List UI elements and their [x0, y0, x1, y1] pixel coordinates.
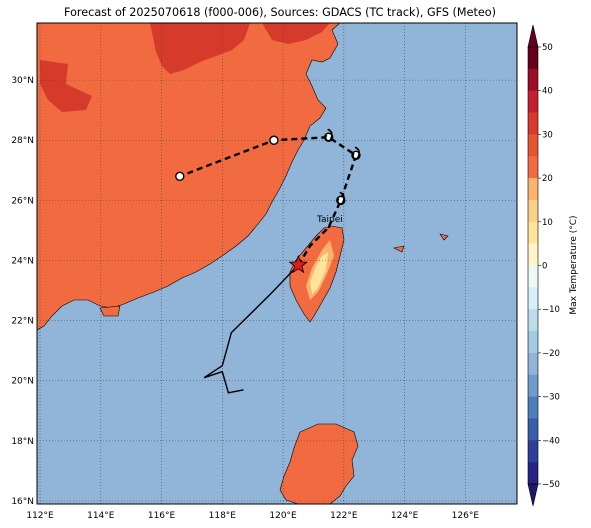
- tropical-cyclone-symbol: [324, 128, 333, 142]
- hot-zone-west: [40, 60, 92, 112]
- lat-tick-label: 24°N: [11, 256, 34, 266]
- city-dot: [327, 225, 331, 229]
- map-canvas: Taipei: [37, 23, 517, 504]
- colorbar-tick-label: −20: [542, 349, 560, 359]
- tropical-cyclone-symbol: [352, 146, 360, 160]
- colorbar-tick-label: 10: [542, 218, 553, 228]
- hot-zone-north: [150, 23, 250, 74]
- colorbar-segment: [528, 178, 538, 201]
- colorbar-segment: [528, 352, 538, 376]
- colorbar-label: Max Temperature (°C): [569, 215, 579, 314]
- latitude-tick-labels: 30°N 28°N 26°N 24°N 22°N 20°N 18°N 16°N: [11, 76, 34, 507]
- lon-tick-label: 126°E: [452, 511, 480, 521]
- map-title: Forecast of 2025070618 (f000-006), Sourc…: [64, 6, 496, 19]
- forecast-point-marker: [175, 171, 185, 182]
- colorbar-segment: [528, 90, 538, 113]
- colorbar-tick-label: 0: [542, 262, 547, 272]
- taiwan-cool-mountains: [310, 252, 328, 294]
- colorbar-tick-label: 30: [542, 130, 553, 140]
- colorbar-extend-top: [527, 24, 539, 48]
- lon-tick-label: 118°E: [209, 511, 237, 521]
- colorbar-tick-label: −10: [542, 305, 560, 315]
- colorbar-extend-bottom: [527, 483, 539, 507]
- colorbar-segment: [528, 418, 538, 441]
- colorbar-tick-label: 50: [542, 43, 553, 53]
- forecast-point-marker: [269, 135, 279, 145]
- colorbar-segment: [528, 243, 538, 266]
- colorbar-segment: [528, 221, 538, 244]
- colorbar-segment: [528, 462, 538, 485]
- colorbar-segment: [528, 309, 538, 332]
- colorbar-segment: [528, 265, 538, 288]
- colorbar-tick-label: −50: [542, 480, 560, 490]
- lat-tick-label: 22°N: [11, 317, 34, 327]
- colorbar-tick-label: −40: [542, 436, 560, 446]
- graticule: [37, 23, 517, 504]
- lon-tick-label: 114°E: [87, 511, 115, 521]
- lon-tick-label: 112°E: [26, 511, 54, 521]
- mainland-china-landmass: [37, 23, 341, 331]
- colorbar-segment: [528, 440, 538, 463]
- colorbar-segment: [528, 112, 538, 135]
- luzon-landmass: [279, 423, 359, 504]
- lat-tick-label: 26°N: [11, 196, 34, 206]
- city-label-taipei: Taipei: [316, 215, 343, 225]
- colorbar-segment: [528, 287, 538, 310]
- forecast-track-line: [179, 135, 358, 266]
- lon-tick-label: 122°E: [330, 511, 358, 521]
- colorbar-tick-label: 40: [542, 87, 553, 97]
- lon-tick-label: 116°E: [148, 511, 176, 521]
- colorbar-segment: [528, 68, 538, 91]
- lon-tick-label: 120°E: [269, 511, 297, 521]
- colorbar: 50 40 30 20 10 0 −10 −20 −30 −40 −50: [527, 24, 560, 507]
- colorbar-segment: [528, 199, 538, 223]
- colorbar-segment: [528, 134, 538, 157]
- colorbar-segment: [528, 374, 538, 397]
- colorbar-tick-label: −30: [542, 393, 560, 403]
- longitude-tick-labels: 112°E 114°E 116°E 118°E 120°E 122°E 124°E 126°E: [26, 511, 479, 521]
- lat-tick-label: 20°N: [11, 377, 34, 387]
- lat-tick-label: 30°N: [11, 76, 34, 86]
- observed-track-line: [203, 264, 299, 394]
- lat-tick-label: 18°N: [11, 437, 34, 447]
- colorbar-segment: [528, 156, 538, 179]
- lat-tick-label: 28°N: [11, 136, 34, 146]
- lat-tick-label: 16°N: [11, 497, 34, 507]
- colorbar-tick-label: 20: [542, 174, 553, 184]
- lon-tick-label: 124°E: [391, 511, 419, 521]
- cyclone-symbols: [324, 128, 360, 205]
- colorbar-segment: [528, 331, 538, 354]
- star-icon: [288, 254, 308, 274]
- small-islands: [99, 233, 449, 317]
- colorbar-segment: [528, 396, 538, 419]
- hot-zone-northeast: [262, 23, 330, 44]
- colorbar-segment: [528, 47, 538, 70]
- tropical-cyclone-symbol: [337, 191, 345, 205]
- map-frame: [36, 22, 518, 505]
